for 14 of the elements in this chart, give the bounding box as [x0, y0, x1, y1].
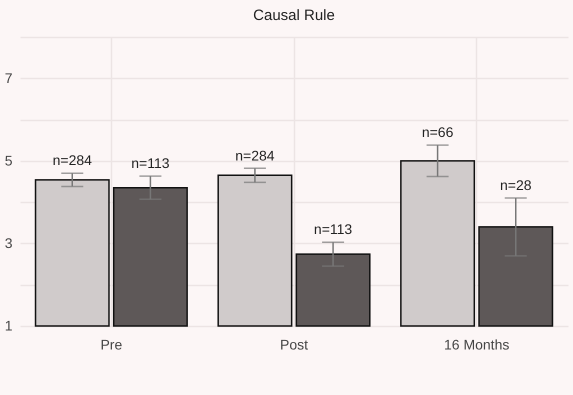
y-tick-label: 3	[4, 234, 13, 251]
annotation: n=113	[131, 155, 170, 172]
x-tick-label: Post	[280, 336, 308, 352]
y-tick-label: 7	[4, 70, 13, 86]
annotation: n=284	[52, 152, 92, 168]
annotation: n=28	[500, 177, 532, 194]
annotation: n=66	[422, 124, 454, 140]
annotation: n=113	[314, 221, 352, 238]
chart-title: Causal Rule	[253, 7, 335, 24]
y-tick-label: 1	[4, 318, 13, 334]
y-tick-label: 5	[4, 152, 13, 168]
x-tick-label: Pre	[100, 336, 122, 352]
annotation: n=284	[235, 147, 275, 164]
x-tick-label: 16 Months	[444, 336, 510, 352]
